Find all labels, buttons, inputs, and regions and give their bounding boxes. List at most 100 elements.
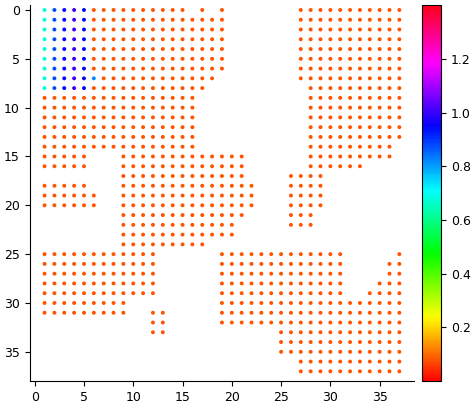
Point <box>159 16 166 23</box>
Point <box>366 75 374 82</box>
Point <box>327 358 334 365</box>
Point <box>110 75 118 82</box>
Point <box>277 310 285 316</box>
Point <box>61 134 68 140</box>
Point <box>61 290 68 297</box>
Point <box>149 192 157 199</box>
Point <box>337 319 344 326</box>
Point <box>297 65 305 72</box>
Point <box>70 134 78 140</box>
Point <box>129 104 137 111</box>
Point <box>307 319 314 326</box>
Point <box>238 153 246 160</box>
Point <box>189 75 196 82</box>
Point <box>337 75 344 82</box>
Point <box>41 36 48 42</box>
Point <box>337 280 344 287</box>
Point <box>149 280 157 287</box>
Point <box>218 65 226 72</box>
Point <box>297 261 305 267</box>
Point <box>337 290 344 297</box>
Point <box>238 212 246 218</box>
Point <box>277 280 285 287</box>
Point <box>376 36 383 42</box>
Point <box>110 114 118 121</box>
Point <box>307 85 314 91</box>
Point <box>307 65 314 72</box>
Point <box>376 124 383 131</box>
Point <box>356 124 364 131</box>
Point <box>129 16 137 23</box>
Point <box>346 36 354 42</box>
Point <box>386 290 393 297</box>
Point <box>386 36 393 42</box>
Point <box>356 368 364 375</box>
Point <box>70 65 78 72</box>
Point <box>317 251 324 257</box>
Point <box>169 222 176 228</box>
Point <box>189 144 196 150</box>
Point <box>346 134 354 140</box>
Point <box>41 300 48 306</box>
Point <box>70 271 78 277</box>
Point <box>297 222 305 228</box>
Point <box>356 55 364 62</box>
Point <box>51 202 58 208</box>
Point <box>70 192 78 199</box>
Point <box>41 7 48 13</box>
Point <box>376 280 383 287</box>
Point <box>277 339 285 345</box>
Point <box>139 173 147 179</box>
Point <box>129 182 137 189</box>
Point <box>61 36 68 42</box>
Point <box>297 348 305 355</box>
Point <box>337 95 344 101</box>
Point <box>396 310 403 316</box>
Point <box>179 36 186 42</box>
Point <box>396 16 403 23</box>
Point <box>80 85 88 91</box>
Point <box>248 192 255 199</box>
Point <box>119 16 127 23</box>
Point <box>159 55 166 62</box>
Point <box>208 36 216 42</box>
Point <box>346 124 354 131</box>
Point <box>376 300 383 306</box>
Point <box>80 182 88 189</box>
Point <box>218 7 226 13</box>
Point <box>139 182 147 189</box>
Point <box>100 261 108 267</box>
Point <box>110 55 118 62</box>
Point <box>337 261 344 267</box>
Point <box>307 261 314 267</box>
Point <box>139 55 147 62</box>
Point <box>179 212 186 218</box>
Point <box>70 280 78 287</box>
Point <box>238 182 246 189</box>
Point <box>169 153 176 160</box>
Point <box>110 36 118 42</box>
Point <box>356 104 364 111</box>
Point <box>129 290 137 297</box>
Point <box>366 36 374 42</box>
Point <box>337 348 344 355</box>
Point <box>179 114 186 121</box>
Point <box>129 36 137 42</box>
Point <box>228 192 236 199</box>
Point <box>159 114 166 121</box>
Point <box>248 182 255 189</box>
Point <box>277 329 285 335</box>
Point <box>248 280 255 287</box>
Point <box>317 182 324 189</box>
Point <box>228 261 236 267</box>
Point <box>218 26 226 33</box>
Point <box>238 163 246 169</box>
Point <box>337 368 344 375</box>
Point <box>218 300 226 306</box>
Point <box>386 26 393 33</box>
Point <box>110 65 118 72</box>
Point <box>386 261 393 267</box>
Point <box>208 222 216 228</box>
Point <box>90 310 98 316</box>
Point <box>317 144 324 150</box>
